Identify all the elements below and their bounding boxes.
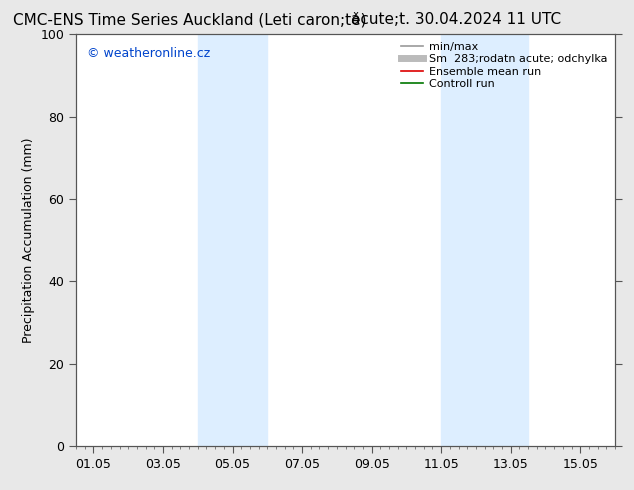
Text: © weatheronline.cz: © weatheronline.cz xyxy=(87,47,210,60)
Legend: min/max, Sm  283;rodatn acute; odchylka, Ensemble mean run, Controll run: min/max, Sm 283;rodatn acute; odchylka, … xyxy=(399,40,609,91)
Text: CMC-ENS Time Series Auckland (Leti caron;tě): CMC-ENS Time Series Auckland (Leti caron… xyxy=(13,12,367,28)
Y-axis label: Precipitation Accumulation (mm): Precipitation Accumulation (mm) xyxy=(22,137,35,343)
Bar xyxy=(198,34,268,446)
Text: acute;t. 30.04.2024 11 UTC: acute;t. 30.04.2024 11 UTC xyxy=(351,12,562,27)
Bar xyxy=(441,34,528,446)
